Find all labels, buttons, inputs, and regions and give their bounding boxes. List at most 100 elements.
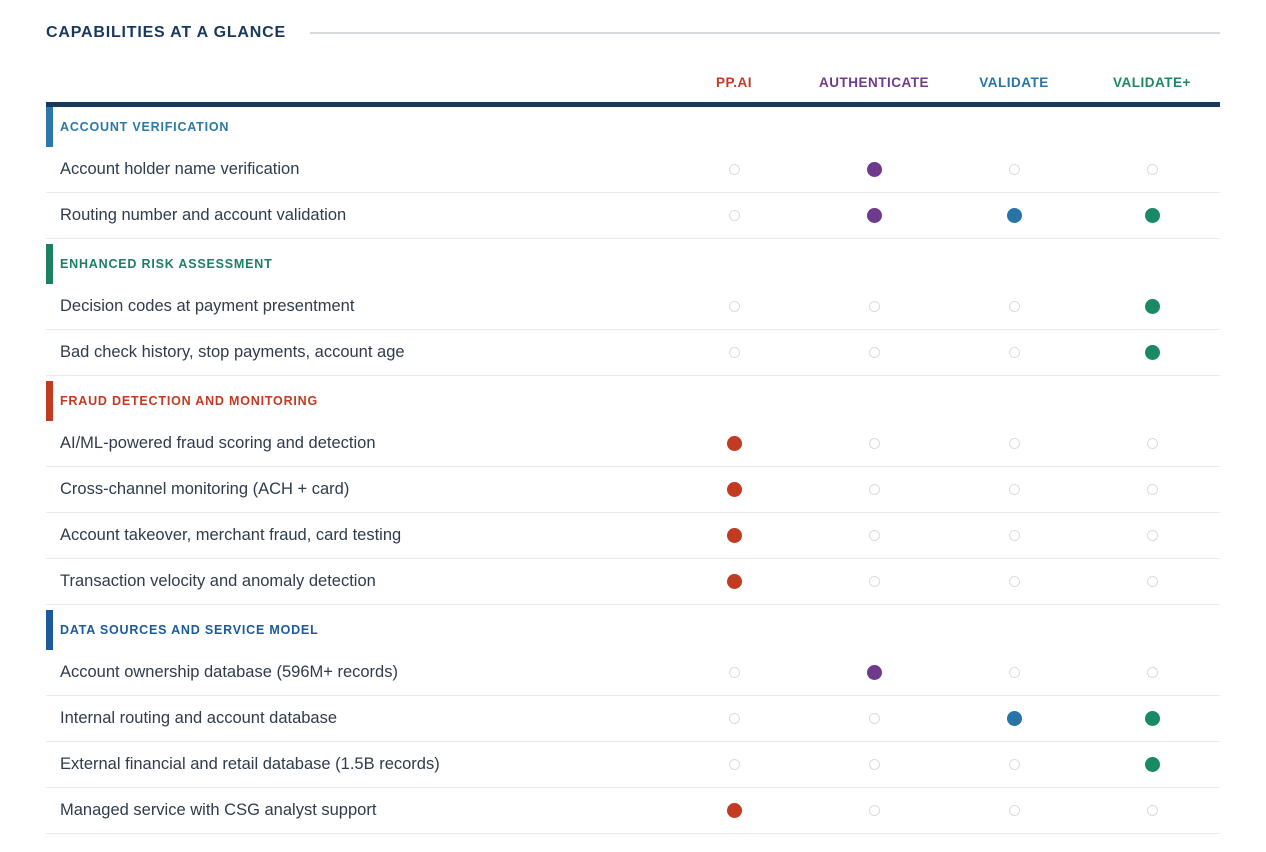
table-row: Account takeover, merchant fraud, card t…	[46, 513, 1220, 559]
filled-dot-icon-ppai	[726, 528, 742, 543]
section-data-sources-and-service-model: DATA SOURCES AND SERVICE MODEL Account o…	[46, 610, 1220, 834]
row-label: Account ownership database (596M+ record…	[60, 663, 398, 681]
row-label: Cross-channel monitoring (ACH + card)	[60, 480, 350, 498]
section-header: ENHANCED RISK ASSESSMENT	[46, 244, 1220, 284]
empty-dot-icon-validate	[1008, 484, 1020, 495]
row-label: External financial and retail database (…	[60, 755, 440, 773]
table-row: External financial and retail database (…	[46, 742, 1220, 788]
filled-dot-icon-authenticate	[866, 208, 882, 223]
row-label: Routing number and account validation	[60, 206, 347, 224]
title-rule	[309, 32, 1220, 34]
empty-dot-icon-ppai	[728, 164, 740, 175]
column-header-authenticate: AUTHENTICATE	[819, 75, 929, 90]
cell-ppai	[664, 436, 804, 451]
empty-dot-icon-authenticate	[868, 530, 880, 541]
cell-ppai	[664, 482, 804, 497]
empty-dot-icon-validate-plus	[1146, 530, 1158, 541]
cell-validate	[944, 576, 1084, 587]
table-row: Routing number and account validation	[46, 193, 1220, 239]
cell-validate-plus	[1084, 757, 1220, 772]
empty-dot-icon-ppai	[728, 301, 740, 312]
cell-ppai	[664, 803, 804, 818]
cell-authenticate	[804, 301, 944, 312]
cell-validate	[944, 301, 1084, 312]
cell-ppai	[664, 574, 804, 589]
cell-authenticate	[804, 576, 944, 587]
cell-authenticate	[804, 438, 944, 449]
empty-dot-icon-authenticate	[868, 438, 880, 449]
cell-validate	[944, 438, 1084, 449]
cell-validate	[944, 208, 1084, 223]
row-label: Account holder name verification	[60, 160, 300, 178]
section-rows: AI/ML-powered fraud scoring and detectio…	[46, 421, 1220, 605]
column-header-validate-plus: VALIDATE+	[1113, 75, 1191, 90]
row-label: Account takeover, merchant fraud, card t…	[60, 526, 402, 544]
cell-ppai	[664, 759, 804, 770]
cell-ppai	[664, 667, 804, 678]
empty-dot-icon-validate-plus	[1146, 164, 1158, 175]
section-rows: Account holder name verification Routing…	[46, 147, 1220, 239]
section-label: DATA SOURCES AND SERVICE MODEL	[60, 623, 319, 637]
empty-dot-icon-validate	[1008, 759, 1020, 770]
cell-ppai	[664, 210, 804, 221]
section-header: FRAUD DETECTION AND MONITORING	[46, 381, 1220, 421]
empty-dot-icon-authenticate	[868, 759, 880, 770]
cell-validate-plus	[1084, 484, 1220, 495]
cell-validate-plus	[1084, 530, 1220, 541]
cell-authenticate	[804, 484, 944, 495]
table-row: Account ownership database (596M+ record…	[46, 650, 1220, 696]
empty-dot-icon-validate-plus	[1146, 484, 1158, 495]
capabilities-panel: CAPABILITIES AT A GLANCE PP.AI AUTHENTICA…	[46, 24, 1220, 834]
empty-dot-icon-ppai	[728, 210, 740, 221]
cell-authenticate	[804, 665, 944, 680]
empty-dot-icon-authenticate	[868, 805, 880, 816]
cell-validate	[944, 711, 1084, 726]
empty-dot-icon-authenticate	[868, 301, 880, 312]
filled-dot-icon-ppai	[726, 803, 742, 818]
cell-ppai	[664, 164, 804, 175]
empty-dot-icon-validate	[1008, 301, 1020, 312]
table-row: Cross-channel monitoring (ACH + card)	[46, 467, 1220, 513]
section-rows: Decision codes at payment presentment Ba…	[46, 284, 1220, 376]
cell-validate	[944, 164, 1084, 175]
cell-validate	[944, 530, 1084, 541]
cell-ppai	[664, 528, 804, 543]
cell-validate	[944, 805, 1084, 816]
row-label: Transaction velocity and anomaly detecti…	[60, 572, 376, 590]
table-row: Bad check history, stop payments, accoun…	[46, 330, 1220, 376]
cell-validate-plus	[1084, 345, 1220, 360]
empty-dot-icon-validate	[1008, 164, 1020, 175]
section-rows: Account ownership database (596M+ record…	[46, 650, 1220, 834]
cell-validate-plus	[1084, 438, 1220, 449]
cell-validate	[944, 759, 1084, 770]
cell-validate	[944, 667, 1084, 678]
empty-dot-icon-ppai	[728, 347, 740, 358]
cell-ppai	[664, 301, 804, 312]
section-label: FRAUD DETECTION AND MONITORING	[60, 394, 319, 408]
section-label: ACCOUNT VERIFICATION	[60, 120, 230, 134]
column-header-row: PP.AI AUTHENTICATE VALIDATE VALIDATE+	[46, 75, 1220, 107]
filled-dot-icon-validate	[1006, 208, 1022, 223]
empty-dot-icon-ppai	[728, 667, 740, 678]
empty-dot-icon-authenticate	[868, 713, 880, 724]
filled-dot-icon-validate	[1006, 711, 1022, 726]
cell-validate-plus	[1084, 667, 1220, 678]
cell-authenticate	[804, 713, 944, 724]
section-header: DATA SOURCES AND SERVICE MODEL	[46, 610, 1220, 650]
row-label: AI/ML-powered fraud scoring and detectio…	[60, 434, 376, 452]
section-fraud-detection-and-monitoring: FRAUD DETECTION AND MONITORING AI/ML-pow…	[46, 381, 1220, 605]
section-account-verification: ACCOUNT VERIFICATION Account holder name…	[46, 107, 1220, 239]
row-label: Decision codes at payment presentment	[60, 297, 355, 315]
empty-dot-icon-validate-plus	[1146, 438, 1158, 449]
cell-authenticate	[804, 805, 944, 816]
table-row: Account holder name verification	[46, 147, 1220, 193]
row-label: Bad check history, stop payments, accoun…	[60, 343, 405, 361]
empty-dot-icon-validate	[1008, 667, 1020, 678]
row-label: Managed service with CSG analyst support	[60, 801, 377, 819]
cell-authenticate	[804, 347, 944, 358]
filled-dot-icon-authenticate	[866, 162, 882, 177]
table-row: Decision codes at payment presentment	[46, 284, 1220, 330]
cell-validate	[944, 347, 1084, 358]
cell-validate-plus	[1084, 164, 1220, 175]
cell-validate-plus	[1084, 208, 1220, 223]
